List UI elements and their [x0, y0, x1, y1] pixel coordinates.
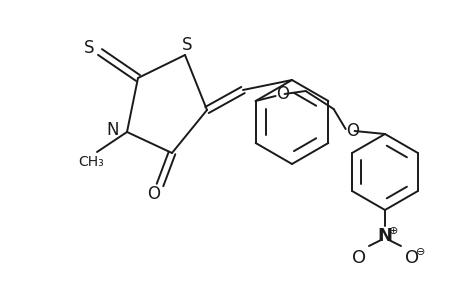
- Text: S: S: [84, 39, 94, 57]
- Text: O: O: [275, 85, 289, 103]
- Text: ⊕: ⊕: [388, 226, 398, 236]
- Text: O: O: [351, 249, 365, 267]
- Text: O: O: [345, 122, 358, 140]
- Text: N: N: [377, 227, 392, 245]
- Text: N: N: [106, 121, 119, 139]
- Text: S: S: [181, 36, 192, 54]
- Text: ⊖: ⊖: [415, 247, 425, 257]
- Text: O: O: [147, 185, 160, 203]
- Text: CH₃: CH₃: [78, 155, 104, 169]
- Text: O: O: [404, 249, 418, 267]
